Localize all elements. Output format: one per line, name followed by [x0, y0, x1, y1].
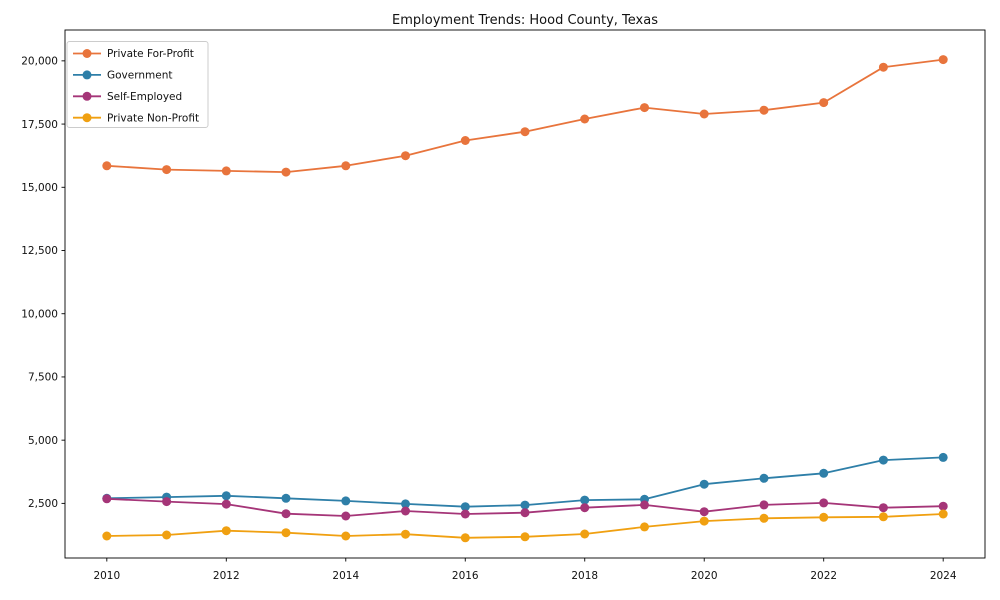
x-tick-label: 2022 — [810, 570, 837, 582]
data-point-marker — [162, 497, 172, 507]
x-tick-label: 2010 — [93, 570, 120, 582]
data-point-marker — [699, 507, 709, 517]
data-point-marker — [401, 529, 410, 539]
data-point-marker — [819, 498, 829, 508]
data-point-marker — [341, 161, 351, 171]
data-point-marker — [460, 533, 470, 543]
data-point-marker — [520, 508, 530, 518]
data-point-marker — [341, 531, 351, 541]
data-point-marker — [640, 500, 649, 510]
data-point-marker — [341, 511, 351, 521]
data-point-marker — [759, 473, 769, 483]
y-tick-label: 15,000 — [21, 182, 58, 194]
data-point-marker — [520, 532, 530, 542]
data-point-marker — [819, 468, 829, 478]
legend-label: Government — [107, 70, 172, 82]
data-point-marker — [580, 114, 590, 124]
series-line — [106, 58, 944, 174]
data-point-marker — [640, 522, 649, 532]
data-point-marker — [878, 512, 888, 522]
data-point-marker — [699, 109, 709, 119]
y-tick-label: 7,500 — [28, 372, 58, 384]
data-point-marker — [580, 495, 590, 505]
data-point-marker — [281, 509, 291, 519]
y-tick-label: 2,500 — [28, 498, 58, 510]
data-point-marker — [401, 506, 410, 516]
series-line — [106, 456, 944, 508]
data-point-marker — [162, 530, 172, 540]
x-tick-label: 2020 — [691, 570, 718, 582]
data-point-marker — [221, 491, 231, 501]
x-tick-label: 2024 — [930, 570, 957, 582]
data-point-marker — [460, 136, 470, 145]
data-point-marker — [759, 513, 769, 523]
chart-title: Employment Trends: Hood County, Texas — [392, 13, 658, 28]
data-point-marker — [878, 503, 888, 513]
legend-marker-dot — [82, 70, 92, 80]
data-point-marker — [460, 502, 470, 512]
data-point-marker — [699, 516, 709, 526]
data-point-marker — [221, 526, 231, 536]
legend-box — [66, 41, 209, 128]
y-tick-label: 17,500 — [21, 119, 58, 131]
data-point-marker — [102, 531, 112, 541]
data-point-marker — [699, 479, 709, 489]
legend-label: Private Non-Profit — [107, 112, 199, 124]
legend-marker-dot — [82, 91, 92, 101]
data-point-marker — [938, 55, 948, 65]
data-point-marker — [221, 499, 231, 509]
y-tick-label: 10,000 — [21, 308, 58, 320]
data-point-marker — [520, 127, 530, 137]
data-point-marker — [401, 151, 410, 161]
data-point-marker — [401, 499, 410, 509]
x-tick-label: 2014 — [332, 570, 359, 582]
data-point-marker — [520, 500, 530, 510]
data-point-marker — [938, 509, 948, 519]
legend-label: Private For-Profit — [107, 48, 194, 60]
data-point-marker — [938, 501, 948, 511]
data-point-marker — [281, 493, 291, 503]
data-point-marker — [102, 161, 112, 171]
x-tick-label: 2018 — [571, 570, 598, 582]
data-point-marker — [759, 105, 769, 115]
legend-marker-dot — [82, 49, 92, 58]
data-point-marker — [938, 452, 948, 462]
data-point-marker — [460, 509, 470, 519]
plot-frame — [64, 29, 986, 559]
data-point-marker — [281, 528, 291, 538]
y-tick-label: 20,000 — [21, 56, 58, 68]
data-point-marker — [819, 512, 829, 522]
data-point-marker — [162, 165, 172, 175]
data-point-marker — [819, 98, 829, 108]
data-point-marker — [102, 494, 112, 504]
x-tick-label: 2012 — [213, 570, 240, 582]
data-point-marker — [759, 500, 769, 510]
y-tick-label: 5,000 — [28, 435, 58, 447]
data-point-marker — [281, 167, 291, 177]
data-point-marker — [580, 529, 590, 539]
data-point-marker — [640, 103, 649, 113]
data-point-marker — [580, 503, 590, 513]
x-tick-label: 2016 — [452, 570, 479, 582]
data-point-marker — [878, 455, 888, 465]
data-point-marker — [878, 62, 888, 72]
legend: Private For-Profit Government Self-Employe… — [66, 41, 209, 128]
data-point-marker — [341, 496, 351, 506]
y-tick-label: 12,500 — [21, 245, 58, 257]
legend-marker-dot — [82, 113, 92, 123]
legend-label: Self-Employed — [107, 91, 182, 103]
data-point-marker — [221, 166, 231, 176]
